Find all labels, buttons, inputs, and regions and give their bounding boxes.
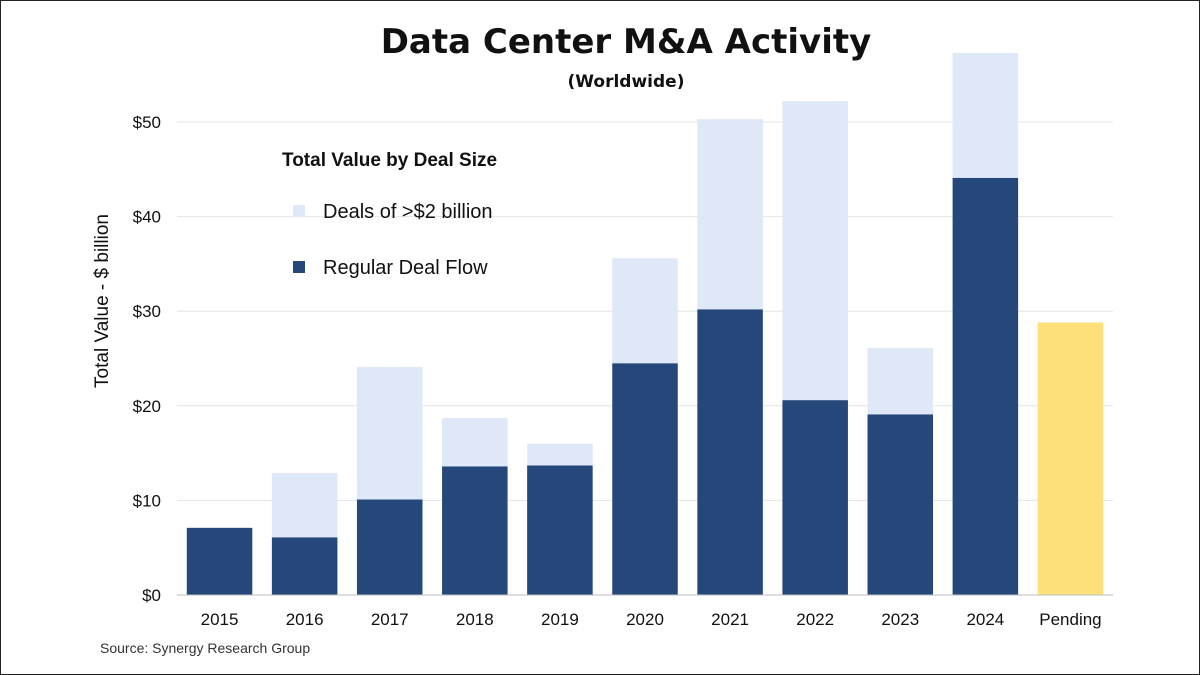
y-tick-label: $0 (142, 586, 161, 605)
x-tick-label: 2023 (881, 610, 919, 629)
x-tick-label: 2017 (371, 610, 409, 629)
bar-2021-deals-of-2-billion (697, 119, 763, 310)
bar-2022-deals-of-2-billion (782, 101, 848, 401)
bar-2018-deals-of-2-billion (442, 418, 508, 467)
bar-2023-regular-deal-flow (867, 414, 934, 595)
x-tick-label: 2018 (456, 610, 494, 629)
bar-2021-regular-deal-flow (697, 309, 763, 595)
bar-2016-deals-of-2-billion (271, 472, 338, 538)
legend-title: Total Value by Deal Size (282, 150, 497, 171)
bar-2018-regular-deal-flow (442, 466, 508, 595)
legend-label: Deals of >$2 billion (323, 201, 493, 223)
legend-swatch (293, 261, 305, 273)
y-tick-label: $10 (133, 491, 161, 510)
source-note: Source: Synergy Research Group (100, 640, 310, 656)
bar-2017-regular-deal-flow (356, 499, 423, 595)
x-tick-label: 2016 (286, 610, 324, 629)
y-tick-label: $50 (133, 113, 161, 132)
x-tick-label: 2021 (711, 610, 749, 629)
bar-2020-regular-deal-flow (612, 363, 678, 595)
bar-2024-deals-of-2-billion (952, 52, 1019, 178)
x-tick-label: 2019 (541, 610, 579, 629)
bar-2020-deals-of-2-billion (612, 258, 678, 364)
bar-2023-deals-of-2-billion (867, 348, 934, 415)
axes: $0 $10 $20 $30 $40 $50 2015 2016 2017 2018 2019 202… (133, 113, 1113, 629)
bar-2024-regular-deal-flow (952, 177, 1019, 595)
x-tick-label: 2024 (966, 610, 1004, 629)
y-axis-label: Total Value - $ billion (92, 214, 113, 388)
x-tick-label: Pending (1039, 610, 1101, 629)
bar-2019-regular-deal-flow (527, 465, 593, 595)
x-tick-label: 2015 (201, 610, 239, 629)
chart-subtitle: (Worldwide) (568, 72, 685, 92)
bar-2015-regular-deal-flow (186, 527, 253, 595)
bar-2022-regular-deal-flow (782, 400, 848, 595)
bar-2017-deals-of-2-billion (356, 367, 423, 500)
y-tick-label: $30 (133, 302, 161, 321)
bar-2016-regular-deal-flow (271, 537, 338, 595)
legend-label: Regular Deal Flow (323, 257, 488, 279)
bars (186, 52, 1104, 595)
bar-2019-deals-of-2-billion (527, 443, 593, 466)
x-tick-label: 2022 (796, 610, 834, 629)
chart-title: Data Center M&A Activity (381, 22, 872, 62)
x-tick-label: 2020 (626, 610, 664, 629)
legend: Total Value by Deal Size Deals of >$2 bi… (282, 150, 497, 279)
y-tick-label: $20 (133, 397, 161, 416)
legend-swatch (293, 205, 305, 217)
y-tick-label: $40 (133, 208, 161, 227)
bar-Pending-pending (1037, 322, 1104, 595)
